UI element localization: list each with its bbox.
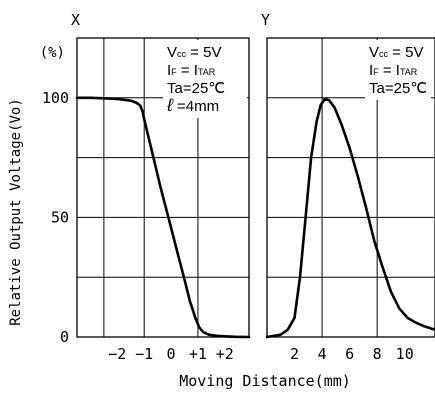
response-curve — [75, 96, 251, 339]
condition-value: =4mm — [173, 98, 219, 115]
condition-value: = 5V — [186, 44, 221, 61]
condition-label: Ta=25℃ — [167, 80, 225, 97]
condition-subscript: cc — [379, 49, 389, 59]
condition-subscript: F — [373, 67, 379, 77]
x-tick-label: −1 — [135, 345, 153, 363]
condition-label: ℓ =4mm — [166, 95, 219, 115]
condition-label: Ta=25℃ — [369, 80, 427, 97]
response-curve — [265, 97, 435, 339]
panel-label: Y — [261, 11, 270, 29]
x-tick-label: 4 — [318, 345, 327, 363]
condition-subscript: TAR — [400, 67, 418, 77]
condition-subscript: F — [171, 67, 177, 77]
condition-value: = I — [379, 62, 400, 79]
condition-subscript: cc — [177, 49, 187, 59]
plot-frame — [76, 37, 250, 338]
x-tick-label: 2 — [290, 345, 299, 363]
condition-main: Ta=25℃ — [369, 80, 427, 97]
condition-main: V — [167, 44, 177, 61]
condition-subscript: TAR — [198, 67, 216, 77]
plot-frame — [266, 37, 435, 338]
condition-value: = 5V — [388, 44, 423, 61]
x-tick-label: +1 — [189, 345, 207, 363]
condition-value: = I — [177, 62, 198, 79]
condition-main: I — [369, 62, 373, 79]
condition-label: IF = ITAR — [167, 62, 216, 79]
condition-main: Ta=25℃ — [167, 80, 225, 97]
y-tick-label: 50 — [51, 208, 69, 226]
y-tick-label: 100 — [42, 89, 69, 107]
condition-main: V — [369, 44, 379, 61]
panel-label: X — [71, 11, 80, 29]
conditions-backdrop — [163, 40, 247, 118]
x-tick-label: 0 — [167, 345, 176, 363]
y-unit-label: (%) — [40, 45, 65, 61]
conditions-backdrop — [365, 40, 431, 100]
x-axis-title: Moving Distance(mm) — [179, 372, 351, 390]
x-tick-label: +2 — [216, 345, 234, 363]
x-tick-label: 8 — [373, 345, 382, 363]
y-axis-title: Relative Output Voltage(Vo) — [8, 98, 24, 326]
x-tick-label: 10 — [396, 345, 414, 363]
y-tick-label: 0 — [60, 328, 69, 346]
condition-main: ℓ — [166, 95, 174, 115]
x-tick-label: 6 — [345, 345, 354, 363]
condition-main: I — [167, 62, 171, 79]
condition-label: Vcc = 5V — [369, 44, 423, 61]
condition-label: IF = ITAR — [369, 62, 418, 79]
condition-label: Vcc = 5V — [167, 44, 221, 61]
x-tick-label: −2 — [108, 345, 126, 363]
